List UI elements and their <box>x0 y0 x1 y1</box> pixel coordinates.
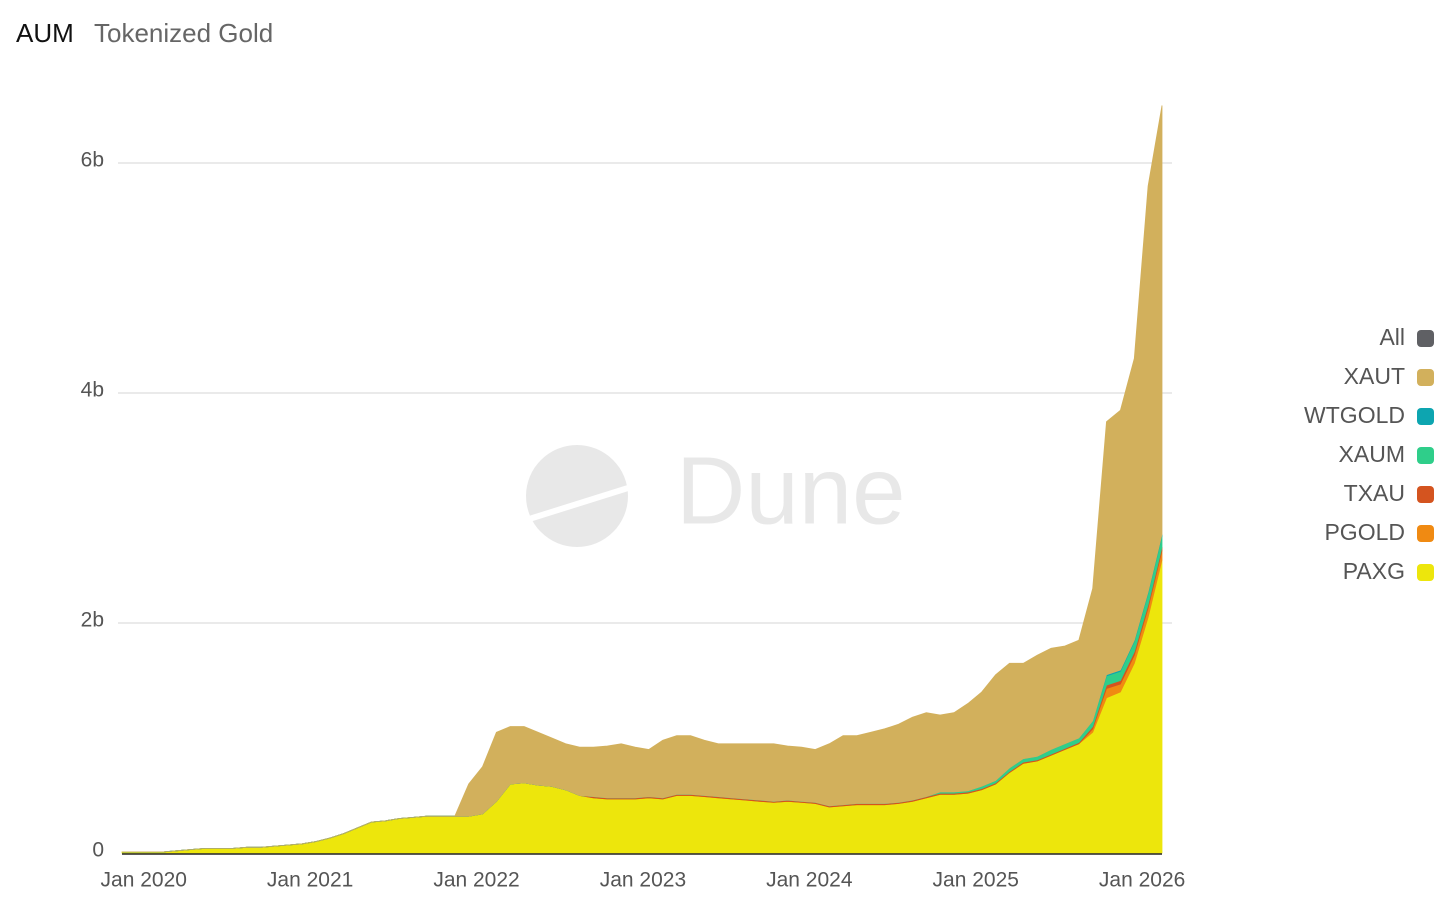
legend-swatch[interactable] <box>1417 408 1434 425</box>
legend-label[interactable]: WTGOLD <box>1304 402 1405 428</box>
x-tick-label: Jan 2026 <box>1099 869 1185 892</box>
legend-swatch[interactable] <box>1417 369 1434 386</box>
legend-label[interactable]: TXAU <box>1344 480 1405 506</box>
legend-label[interactable]: PGOLD <box>1324 519 1405 545</box>
legend-label[interactable]: PAXG <box>1343 558 1405 584</box>
watermark-logo <box>526 445 628 547</box>
x-tick-label: Jan 2022 <box>433 869 519 892</box>
watermark-logo-stripe <box>525 485 629 523</box>
legend-swatch[interactable] <box>1417 486 1434 503</box>
watermark: Dune <box>525 437 906 547</box>
x-tick-label: Jan 2020 <box>101 869 187 892</box>
chart-title: AUM <box>16 18 74 48</box>
legend-label[interactable]: XAUM <box>1339 441 1405 467</box>
legend-label[interactable]: All <box>1379 324 1405 350</box>
y-tick-label: 6b <box>81 149 104 172</box>
legend-swatch[interactable] <box>1417 330 1434 347</box>
legend-swatch[interactable] <box>1417 564 1434 581</box>
chart-subtitle: Tokenized Gold <box>94 18 273 48</box>
x-tick-label: Jan 2023 <box>600 869 686 892</box>
y-tick-label: 0 <box>92 839 104 862</box>
legend-swatch[interactable] <box>1417 447 1434 464</box>
legend-label[interactable]: XAUT <box>1344 363 1405 389</box>
x-tick-label: Jan 2021 <box>267 869 353 892</box>
area-xaut <box>122 105 1163 853</box>
x-tick-label: Jan 2024 <box>766 869 853 892</box>
watermark-text: Dune <box>676 437 906 544</box>
x-tick-label: Jan 2025 <box>933 869 1019 892</box>
legend-swatch[interactable] <box>1417 525 1434 542</box>
y-tick-label: 2b <box>81 609 104 632</box>
y-tick-label: 4b <box>81 379 104 402</box>
